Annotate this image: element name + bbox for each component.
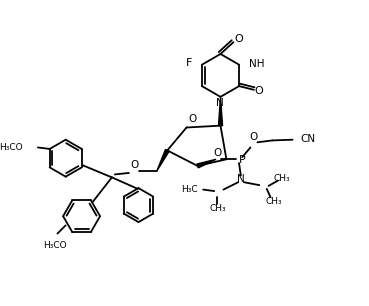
Text: H₃C: H₃C	[181, 185, 198, 194]
Text: O: O	[255, 86, 263, 95]
Text: O: O	[234, 34, 243, 44]
Text: CH₃: CH₃	[274, 174, 290, 183]
Text: H₃CO: H₃CO	[43, 241, 66, 250]
Text: CH₃: CH₃	[265, 197, 282, 206]
Text: N: N	[237, 174, 245, 184]
Polygon shape	[157, 150, 169, 171]
Text: CN: CN	[301, 134, 316, 144]
Text: N: N	[216, 98, 224, 108]
Text: O: O	[130, 160, 138, 170]
Text: F: F	[186, 58, 193, 68]
Polygon shape	[197, 159, 216, 168]
Text: H₃CO: H₃CO	[0, 143, 23, 152]
Text: O: O	[249, 132, 258, 142]
Text: NH: NH	[249, 59, 265, 69]
Text: O: O	[188, 114, 196, 124]
Polygon shape	[218, 97, 223, 126]
Text: P: P	[239, 155, 245, 165]
Text: O: O	[214, 147, 222, 158]
Text: CH₃: CH₃	[209, 204, 226, 213]
